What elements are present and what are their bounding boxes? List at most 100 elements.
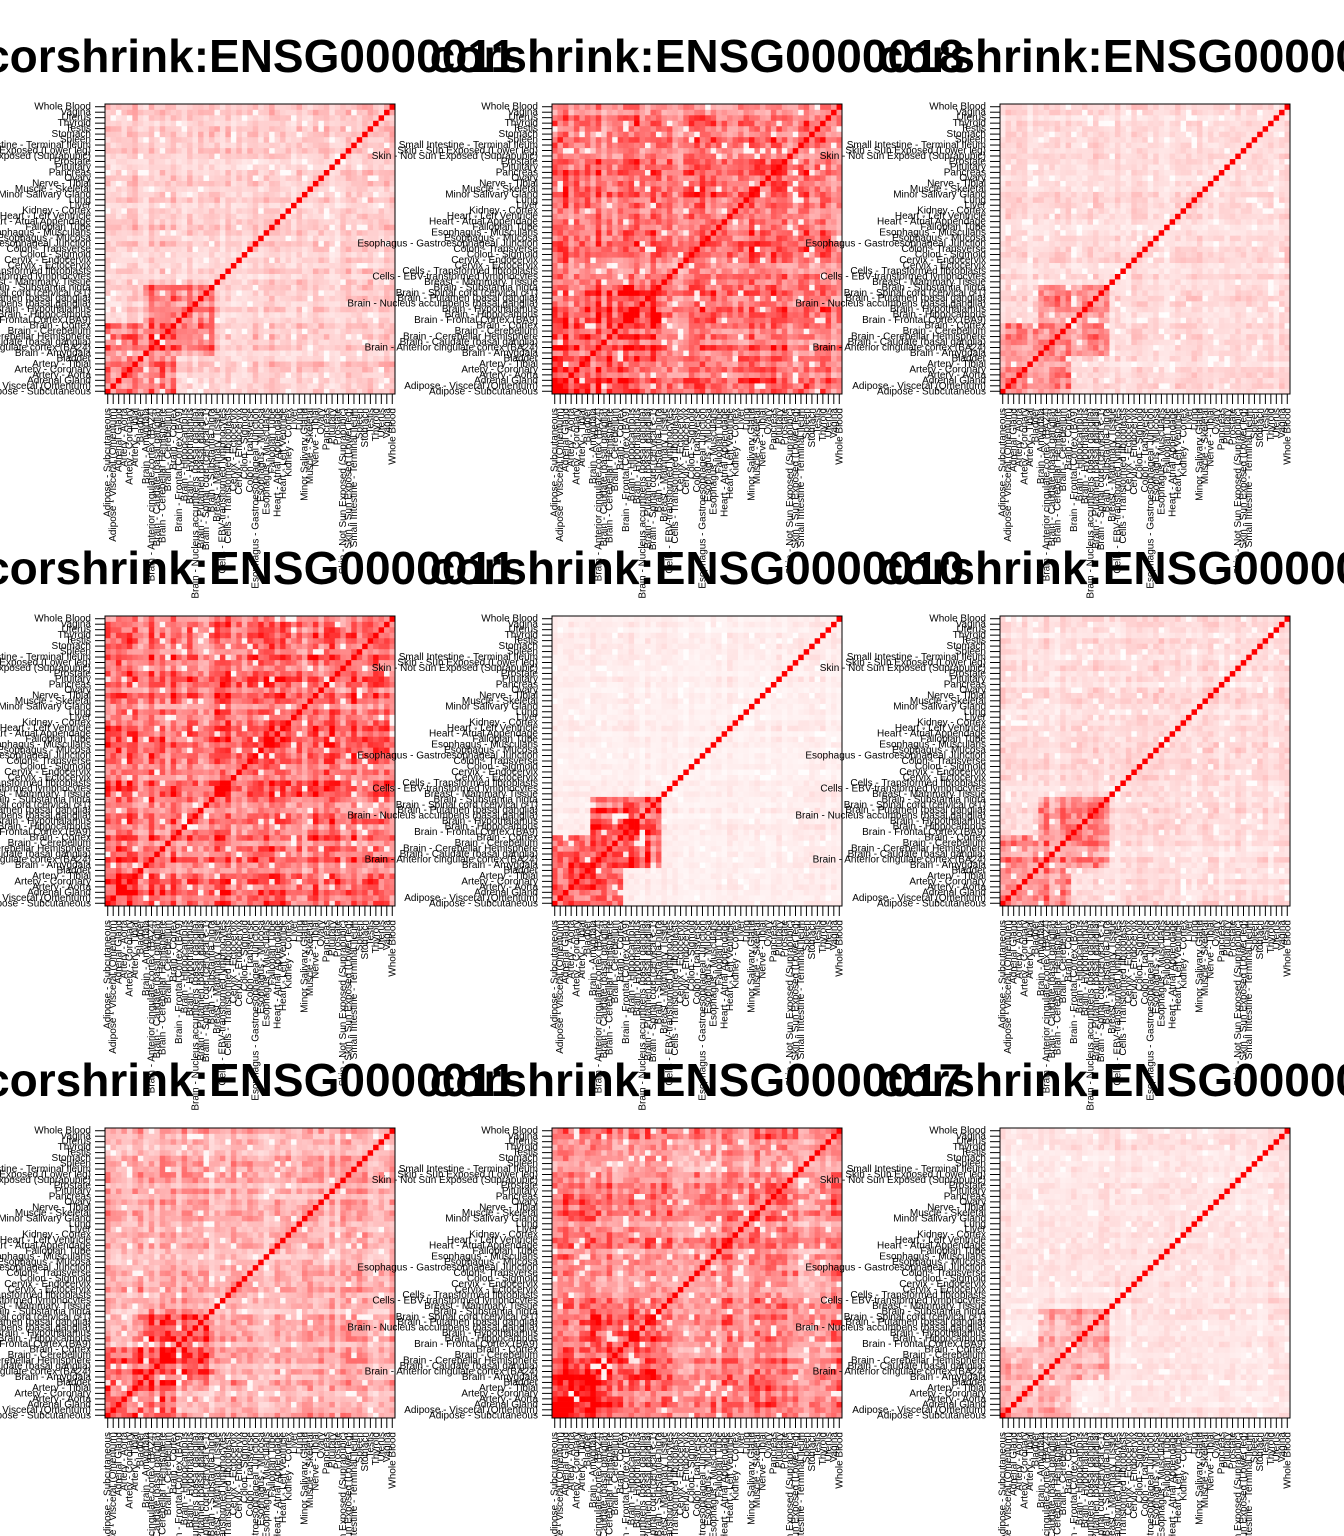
heatmap-cell xyxy=(826,230,832,236)
heatmap-cell xyxy=(362,213,368,219)
heatmap-cell xyxy=(629,285,635,291)
heatmap-cell xyxy=(351,170,357,176)
heatmap-cell xyxy=(160,383,166,389)
heatmap-cell xyxy=(280,120,286,126)
heatmap-cell xyxy=(623,197,629,203)
heatmap-cell xyxy=(793,367,799,373)
heatmap-cell xyxy=(165,104,171,110)
heatmap-cell xyxy=(275,224,281,230)
heatmap-cell xyxy=(552,274,558,280)
heatmap-cell xyxy=(384,213,390,219)
heatmap-cell xyxy=(253,120,259,126)
heatmap-cell xyxy=(798,213,804,219)
heatmap-cell xyxy=(138,268,144,274)
heatmap-cell xyxy=(776,197,782,203)
heatmap-cell xyxy=(291,323,297,329)
heatmap-cell xyxy=(634,274,640,280)
heatmap-cell xyxy=(793,312,799,318)
heatmap-cell xyxy=(264,164,270,170)
heatmap-cell xyxy=(110,142,116,148)
heatmap-cell xyxy=(787,263,793,269)
heatmap-cell xyxy=(318,137,324,143)
heatmap-cell xyxy=(629,328,635,334)
heatmap-cell xyxy=(351,241,357,247)
heatmap-cell xyxy=(711,312,717,318)
heatmap-cell xyxy=(269,383,275,389)
heatmap-cell xyxy=(733,252,739,258)
heatmap-cell xyxy=(121,274,127,280)
heatmap-cell xyxy=(776,279,782,285)
heatmap-cell xyxy=(672,235,678,241)
heatmap-cell xyxy=(193,356,199,362)
heatmap-cell xyxy=(590,224,596,230)
heatmap-cell xyxy=(787,389,793,395)
heatmap-cell xyxy=(280,383,286,389)
heatmap-cell xyxy=(612,192,618,198)
heatmap-cell xyxy=(203,328,209,334)
heatmap-cell xyxy=(346,120,352,126)
heatmap-cell xyxy=(782,252,788,258)
heatmap-cell xyxy=(705,328,711,334)
heatmap-cell xyxy=(231,246,237,252)
heatmap-cell xyxy=(667,241,673,247)
heatmap-cell xyxy=(629,372,635,378)
heatmap-cell xyxy=(236,372,242,378)
heatmap-cell xyxy=(678,230,684,236)
heatmap-cell xyxy=(716,301,722,307)
heatmap-cell xyxy=(579,383,585,389)
heatmap-cell xyxy=(716,323,722,329)
heatmap-cell xyxy=(329,131,335,137)
heatmap-cell xyxy=(357,252,363,258)
heatmap-cell xyxy=(678,235,684,241)
heatmap-cell xyxy=(351,230,357,236)
heatmap-cell xyxy=(236,378,242,384)
heatmap-cell xyxy=(138,334,144,340)
heatmap-cell xyxy=(623,356,629,362)
heatmap-cell xyxy=(171,263,177,269)
heatmap-cell xyxy=(390,389,396,395)
heatmap-cell xyxy=(694,263,700,269)
heatmap-cell xyxy=(384,224,390,230)
heatmap-cell xyxy=(379,131,385,137)
heatmap-cell xyxy=(596,285,602,291)
heatmap-cell xyxy=(231,345,237,351)
heatmap-cell xyxy=(634,389,640,395)
heatmap-cell xyxy=(793,202,799,208)
heatmap-cell xyxy=(563,219,569,225)
heatmap-cell xyxy=(722,285,728,291)
heatmap-cell xyxy=(302,131,308,137)
heatmap-cell xyxy=(656,219,662,225)
heatmap-cell xyxy=(362,126,368,132)
heatmap-cell xyxy=(121,367,127,373)
heatmap-cell xyxy=(733,317,739,323)
heatmap-cell xyxy=(650,268,656,274)
heatmap-cell xyxy=(738,202,744,208)
heatmap-cell xyxy=(351,186,357,192)
heatmap-cell xyxy=(694,246,700,252)
heatmap-cell xyxy=(590,383,596,389)
heatmap-cell xyxy=(760,378,766,384)
heatmap-cell xyxy=(280,202,286,208)
heatmap-cell xyxy=(297,268,303,274)
heatmap-cell xyxy=(579,312,585,318)
heatmap-cell xyxy=(694,279,700,285)
heatmap-cell xyxy=(733,219,739,225)
heatmap-cell xyxy=(143,263,149,269)
heatmap-cell xyxy=(231,153,237,159)
heatmap-cell xyxy=(242,345,248,351)
heatmap-cell xyxy=(656,257,662,263)
heatmap-cell xyxy=(121,328,127,334)
heatmap-cell xyxy=(275,317,281,323)
heatmap-cell xyxy=(116,252,122,258)
heatmap-cell xyxy=(307,219,313,225)
heatmap-cell xyxy=(236,334,242,340)
heatmap-cell xyxy=(661,301,667,307)
heatmap-cell xyxy=(373,109,379,115)
heatmap-cell xyxy=(187,263,193,269)
heatmap-cell xyxy=(209,137,215,143)
heatmap-cell xyxy=(318,345,324,351)
heatmap-cell xyxy=(689,383,695,389)
heatmap-cell xyxy=(563,186,569,192)
heatmap-cell xyxy=(722,306,728,312)
heatmap-cell xyxy=(209,219,215,225)
